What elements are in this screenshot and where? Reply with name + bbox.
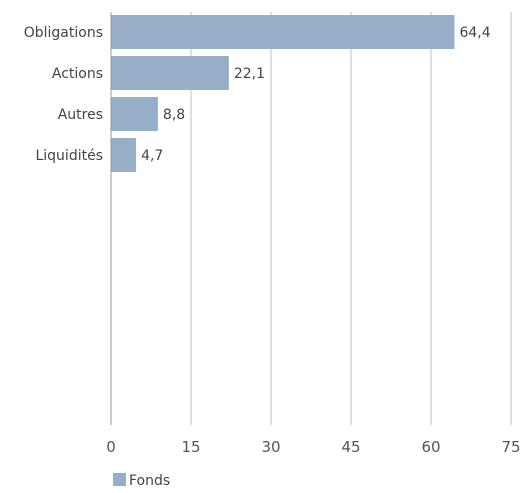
category-label-obligations: Obligations — [24, 25, 103, 41]
x-tick-label-75: 75 — [501, 438, 520, 456]
x-tick-label-0: 0 — [106, 438, 116, 456]
value-label-obligations: 64,4 — [459, 25, 490, 41]
legend-swatch-fonds — [113, 473, 126, 486]
category-label-actions: Actions — [52, 66, 103, 82]
category-label-liquidités: Liquidités — [35, 148, 103, 164]
bar-actions — [111, 56, 229, 90]
value-label-liquidités: 4,7 — [141, 148, 163, 164]
bars-group — [111, 15, 455, 172]
category-labels: Obligations Actions Autres Liquidités — [24, 25, 103, 164]
bar-liquidités — [111, 138, 137, 172]
legend-label-fonds: Fonds — [129, 473, 170, 489]
bar-obligations — [111, 15, 455, 49]
x-tick-label-60: 60 — [421, 438, 440, 456]
x-tick-labels: 0 15 30 45 60 75 — [106, 438, 520, 456]
value-labels: 64,4 22,1 8,8 4,7 — [141, 25, 491, 164]
value-label-autres: 8,8 — [163, 107, 185, 123]
x-tick-label-45: 45 — [341, 438, 360, 456]
legend: Fonds — [113, 473, 170, 489]
gridlines — [190, 12, 512, 425]
x-tick-label-15: 15 — [181, 438, 200, 456]
value-label-actions: 22,1 — [234, 66, 265, 82]
category-label-autres: Autres — [58, 107, 103, 123]
bar-autres — [111, 97, 158, 131]
x-tick-label-30: 30 — [261, 438, 280, 456]
